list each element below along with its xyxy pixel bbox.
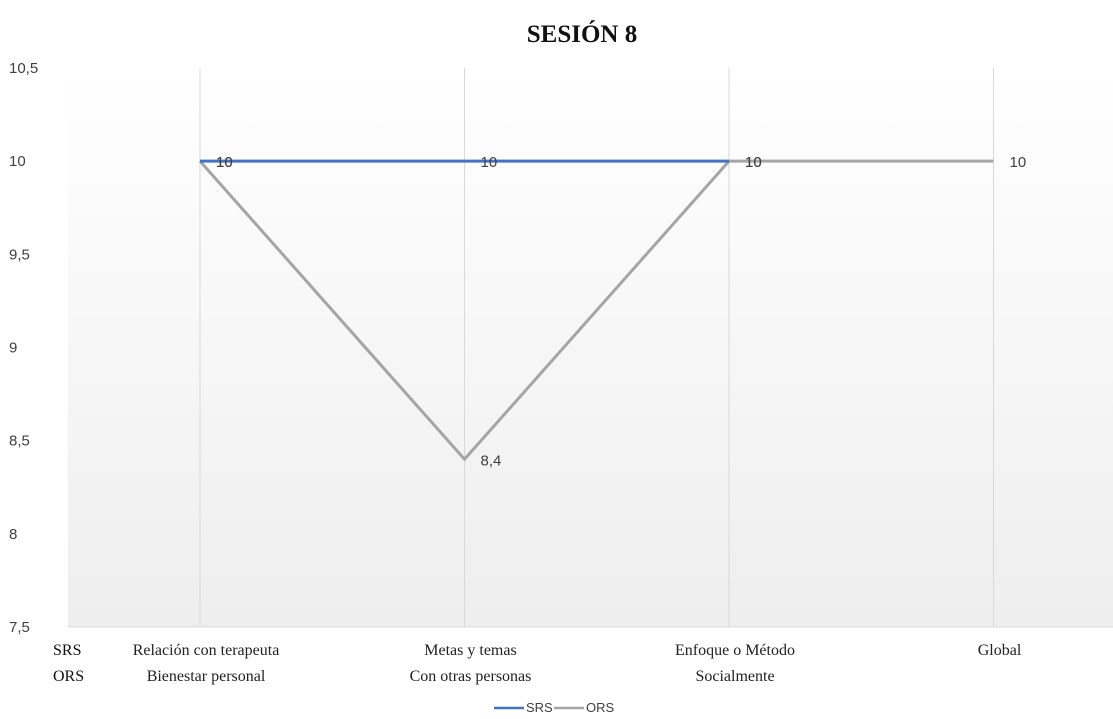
category-label: Relación con terapeuta xyxy=(133,642,280,659)
category-label: Enfoque o Método xyxy=(675,642,795,659)
data-label: 10 xyxy=(745,154,762,171)
legend-label: SRS xyxy=(526,700,553,715)
category-label: Metas y temas xyxy=(424,642,516,659)
category-row-label: ORS xyxy=(53,668,84,685)
y-tick-label: 7,5 xyxy=(9,619,30,636)
data-label: 8,4 xyxy=(481,452,502,469)
y-tick-label: 9 xyxy=(9,340,17,357)
data-label: 10 xyxy=(1010,154,1027,171)
data-label: 10 xyxy=(216,154,233,171)
y-tick-label: 8,5 xyxy=(9,433,30,450)
series-layer xyxy=(198,159,994,462)
category-label: Bienestar personal xyxy=(147,668,266,685)
legend-label: ORS xyxy=(586,700,615,715)
y-tick-label: 10,5 xyxy=(9,60,38,77)
legend: SRS ORS xyxy=(494,700,615,715)
y-tick-label: 9,5 xyxy=(9,246,30,263)
category-label: Con otras personas xyxy=(410,668,532,685)
chart-title: SESIÓN 8 xyxy=(527,20,637,48)
plot-background xyxy=(68,68,1113,627)
category-label: Socialmente xyxy=(695,668,774,685)
data-label: 10 xyxy=(481,154,498,171)
data-label: 10 xyxy=(216,154,233,171)
data-label: 10 xyxy=(745,154,762,171)
series-line-ors xyxy=(198,159,994,462)
y-tick-label: 10 xyxy=(9,153,26,170)
category-label: Global xyxy=(978,642,1022,659)
y-axis: 7,5 8 8,5 9 9,5 10 10,5 xyxy=(9,60,38,636)
category-row-label: SRS xyxy=(53,642,81,659)
y-tick-label: 8 xyxy=(9,526,17,543)
category-labels: SRS Relación con terapeuta Metas y temas En… xyxy=(53,642,1022,685)
